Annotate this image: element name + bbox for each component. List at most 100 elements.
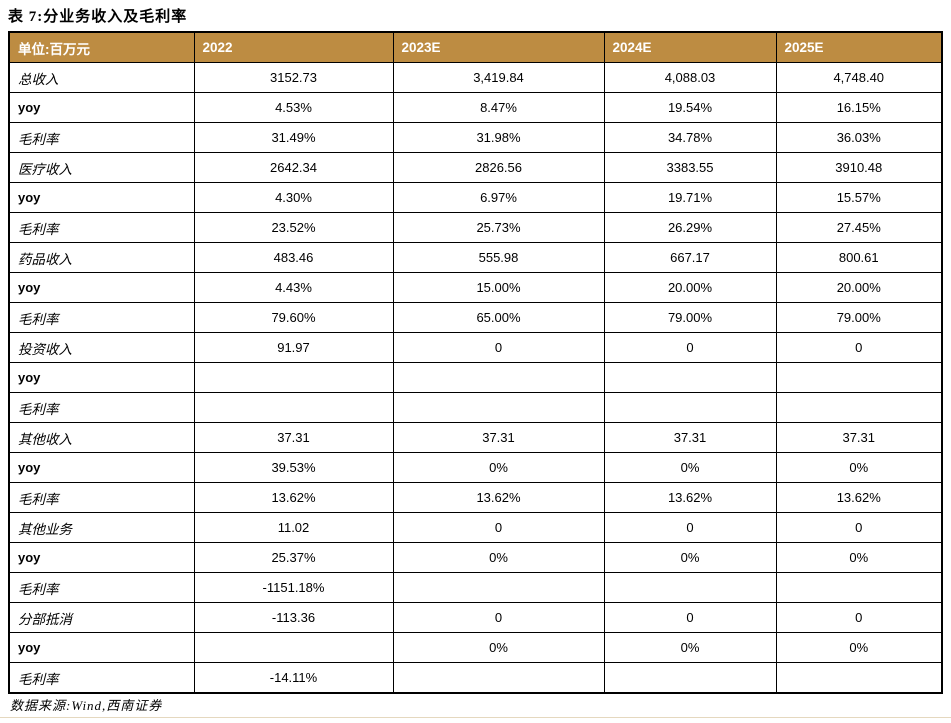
table-row: 总收入 3152.73 3,419.84 4,088.03 4,748.40: [8, 62, 943, 93]
table-row: 毛利率 23.52% 25.73% 26.29% 27.45%: [8, 212, 943, 243]
cell-value: 555.98: [392, 242, 605, 273]
cell-value: 0: [603, 332, 777, 363]
cell-value: 13.62%: [775, 482, 943, 513]
row-label: 其他业务: [8, 512, 195, 543]
cell-value: [603, 362, 777, 393]
table-row: 毛利率 -1151.18%: [8, 572, 943, 603]
row-label: 毛利率: [8, 662, 195, 694]
cell-value: 79.60%: [193, 302, 394, 333]
cell-value: 0%: [603, 542, 777, 573]
cell-value: 0: [392, 602, 605, 633]
table-header-row: 单位:百万元 2022 2023E 2024E 2025E: [8, 31, 943, 63]
cell-value: 0%: [775, 632, 943, 663]
row-label: yoy: [8, 452, 195, 483]
row-label: 药品收入: [8, 242, 195, 273]
cell-value: 0: [775, 602, 943, 633]
cell-value: 37.31: [603, 422, 777, 453]
row-label: yoy: [8, 272, 195, 303]
column-header-2025e: 2025E: [775, 31, 943, 63]
cell-value: 483.46: [193, 242, 394, 273]
cell-value: 4.43%: [193, 272, 394, 303]
cell-value: [392, 572, 605, 603]
cell-value: [392, 392, 605, 423]
cell-value: 37.31: [193, 422, 394, 453]
cell-value: 2642.34: [193, 152, 394, 183]
table-row: yoy: [8, 362, 943, 393]
table-row: 其他收入 37.31 37.31 37.31 37.31: [8, 422, 943, 453]
row-label: 总收入: [8, 62, 195, 93]
cell-value: 3,419.84: [392, 62, 605, 93]
table-row: 其他业务 11.02 0 0 0: [8, 512, 943, 543]
cell-value: [603, 392, 777, 423]
data-source: 数据来源:Wind,西南证券: [10, 698, 163, 713]
cell-value: 19.54%: [603, 92, 777, 123]
cell-value: 3383.55: [603, 152, 777, 183]
cell-value: 4,748.40: [775, 62, 943, 93]
cell-value: 31.98%: [392, 122, 605, 153]
cell-value: 4,088.03: [603, 62, 777, 93]
row-label: 毛利率: [8, 572, 195, 603]
table-row: 医疗收入 2642.34 2826.56 3383.55 3910.48: [8, 152, 943, 183]
row-label: 其他收入: [8, 422, 195, 453]
cell-value: 26.29%: [603, 212, 777, 243]
cell-value: 0: [775, 512, 943, 543]
cell-value: 11.02: [193, 512, 394, 543]
table-row: yoy 4.43% 15.00% 20.00% 20.00%: [8, 272, 943, 303]
cell-value: 34.78%: [603, 122, 777, 153]
cell-value: 0: [603, 512, 777, 543]
cell-value: 0: [775, 332, 943, 363]
cell-value: 31.49%: [193, 122, 394, 153]
cell-value: [775, 572, 943, 603]
table-row: 分部抵消 -113.36 0 0 0: [8, 602, 943, 633]
cell-value: 15.00%: [392, 272, 605, 303]
cell-value: -113.36: [193, 602, 394, 633]
row-label: 分部抵消: [8, 602, 195, 633]
cell-value: [603, 572, 777, 603]
cell-value: 0: [392, 512, 605, 543]
cell-value: 16.15%: [775, 92, 943, 123]
cell-value: 0%: [775, 542, 943, 573]
table-body: 总收入 3152.73 3,419.84 4,088.03 4,748.40 yoy 4.5…: [8, 62, 943, 694]
cell-value: 20.00%: [775, 272, 943, 303]
row-label: 毛利率: [8, 392, 195, 423]
row-label: yoy: [8, 542, 195, 573]
table-title: 表 7:分业务收入及毛利率: [8, 9, 188, 25]
cell-value: 4.30%: [193, 182, 394, 213]
table-row: 毛利率 -14.11%: [8, 662, 943, 694]
cell-value: 79.00%: [775, 302, 943, 333]
cell-value: 3152.73: [193, 62, 394, 93]
cell-value: 0%: [603, 452, 777, 483]
table-row: yoy 25.37% 0% 0% 0%: [8, 542, 943, 573]
cell-value: 13.62%: [603, 482, 777, 513]
cell-value: 2826.56: [392, 152, 605, 183]
cell-value: 0: [603, 602, 777, 633]
cell-value: 667.17: [603, 242, 777, 273]
row-label: 毛利率: [8, 212, 195, 243]
cell-value: -1151.18%: [193, 572, 394, 603]
segment-revenue-table: 单位:百万元 2022 2023E 2024E 2025E 总收入 3152.73…: [8, 31, 943, 694]
unit-header-cell: 单位:百万元: [8, 31, 195, 63]
cell-value: [392, 362, 605, 393]
column-header-2022: 2022: [193, 31, 394, 63]
cell-value: 0: [392, 332, 605, 363]
cell-value: 0%: [392, 632, 605, 663]
cell-value: -14.11%: [193, 662, 394, 694]
cell-value: 0%: [603, 632, 777, 663]
row-label: 医疗收入: [8, 152, 195, 183]
column-header-2024e: 2024E: [603, 31, 777, 63]
row-label: 投资收入: [8, 332, 195, 363]
table-row: yoy 4.53% 8.47% 19.54% 16.15%: [8, 92, 943, 123]
table-row: 毛利率 13.62% 13.62% 13.62% 13.62%: [8, 482, 943, 513]
cell-value: 13.62%: [392, 482, 605, 513]
cell-value: 27.45%: [775, 212, 943, 243]
table-row: 毛利率 79.60% 65.00% 79.00% 79.00%: [8, 302, 943, 333]
cell-value: [193, 362, 394, 393]
table-row: 毛利率 31.49% 31.98% 34.78% 36.03%: [8, 122, 943, 153]
cell-value: [775, 362, 943, 393]
cell-value: 13.62%: [193, 482, 394, 513]
cell-value: 20.00%: [603, 272, 777, 303]
row-label: yoy: [8, 632, 195, 663]
cell-value: 91.97: [193, 332, 394, 363]
row-label: yoy: [8, 182, 195, 213]
row-label: yoy: [8, 362, 195, 393]
